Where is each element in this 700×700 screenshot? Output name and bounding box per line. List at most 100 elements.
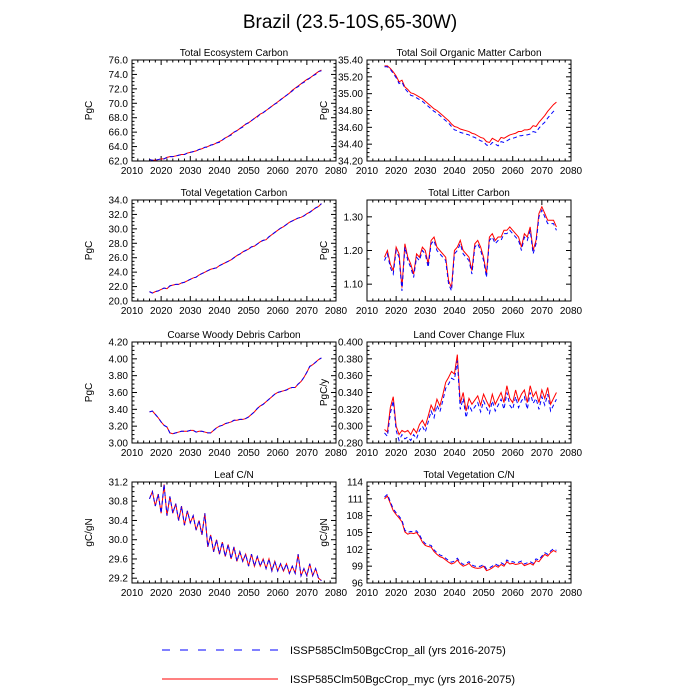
y-tick-label: 1.30	[344, 212, 364, 223]
y-axis-label: gC/gN	[84, 518, 95, 546]
plot-frame	[366, 341, 572, 444]
x-tick-label: 2050	[472, 166, 495, 177]
y-axis-label: PgC	[84, 383, 95, 402]
x-tick-label: 2010	[121, 166, 144, 177]
y-tick-label: 96	[352, 579, 364, 590]
x-tick-label: 2050	[237, 448, 260, 459]
x-tick-label: 2020	[150, 306, 173, 317]
x-tick-label: 2080	[560, 588, 583, 599]
panel-total-litter-carbon: Total Litter Carbon PgC 2010 2020 2030 2040 20…	[319, 188, 583, 317]
x-tick-label: 2010	[121, 448, 144, 459]
plot-frame	[131, 481, 337, 584]
y-tick-label: 74.0	[109, 70, 129, 81]
y-tick-label: 3.80	[109, 371, 129, 382]
plot-frame	[131, 59, 337, 162]
y-tick-label: 3.40	[109, 405, 129, 416]
y-tick-label: 64.0	[109, 142, 129, 153]
series-line-all	[384, 493, 557, 570]
series-line-myc	[149, 69, 322, 161]
y-tick-label: 102	[346, 545, 363, 556]
y-tick-label: 0.280	[338, 439, 363, 450]
x-tick-label: 2050	[237, 306, 260, 317]
panel-title: Land Cover Change Flux	[413, 330, 524, 341]
x-tick-label: 2070	[531, 306, 554, 317]
x-tick-label: 2060	[502, 448, 525, 459]
plot-frame	[366, 59, 572, 162]
y-axis-label: PgC	[319, 101, 330, 120]
x-tick-label: 2040	[208, 448, 231, 459]
x-tick-label: 2070	[531, 448, 554, 459]
y-tick-label: 114	[347, 478, 363, 489]
x-tick-label: 2060	[502, 588, 525, 599]
x-tick-label: 2070	[531, 166, 554, 177]
x-tick-label: 2080	[325, 306, 348, 317]
x-tick-label: 2030	[414, 588, 437, 599]
x-tick-label: 2080	[560, 306, 583, 317]
y-tick-label: 29.2	[109, 574, 129, 585]
x-tick-label: 2070	[296, 588, 319, 599]
series-line-myc	[149, 357, 322, 435]
y-tick-label: 3.20	[109, 422, 129, 433]
x-tick-label: 2030	[414, 448, 437, 459]
panel-total-ecosystem-carbon: Total Ecosystem Carbon PgC 2010 2020 2030 204…	[84, 48, 348, 177]
panel-total-vegetation-c-n: Total Vegetation C/N gC/gN 2010 2020 2030 204…	[319, 470, 583, 599]
y-tick-label: 34.40	[338, 140, 363, 151]
x-tick-label: 2080	[325, 166, 348, 177]
x-tick-label: 2010	[356, 448, 379, 459]
x-tick-label: 2040	[443, 588, 466, 599]
y-tick-label: 35.20	[338, 72, 363, 83]
y-tick-label: 4.20	[109, 338, 129, 349]
y-tick-label: 28.0	[109, 239, 129, 250]
x-tick-label: 2040	[443, 166, 466, 177]
series-line-all	[384, 66, 557, 147]
y-tick-label: 30.4	[109, 516, 129, 527]
y-tick-label: 31.2	[109, 478, 129, 489]
series-line-myc	[384, 354, 557, 436]
x-tick-label: 2040	[443, 448, 466, 459]
plot-frame	[131, 199, 337, 302]
plot-frame	[366, 199, 572, 302]
y-tick-label: 105	[346, 528, 363, 539]
y-tick-label: 35.00	[338, 89, 363, 100]
x-tick-label: 2020	[150, 588, 173, 599]
x-tick-label: 2010	[356, 306, 379, 317]
y-tick-label: 30.8	[109, 497, 129, 508]
x-tick-label: 2060	[267, 306, 290, 317]
x-tick-label: 2030	[414, 166, 437, 177]
x-tick-label: 2040	[443, 306, 466, 317]
y-tick-label: 0.340	[338, 388, 363, 399]
panel-land-cover-change-flux: Land Cover Change Flux PgC/y 2010 2020 2030 2…	[319, 330, 583, 459]
y-tick-label: 1.20	[344, 246, 364, 257]
x-tick-label: 2060	[502, 166, 525, 177]
y-axis-label: PgC	[319, 241, 330, 260]
y-tick-label: 0.380	[338, 354, 363, 365]
x-tick-label: 2050	[472, 448, 495, 459]
x-tick-label: 2020	[150, 166, 173, 177]
series-line-myc	[384, 205, 557, 288]
x-tick-label: 2030	[414, 306, 437, 317]
y-axis-label: PgC	[84, 101, 95, 120]
y-tick-label: 1.10	[344, 280, 364, 291]
y-tick-label: 3.00	[109, 439, 129, 450]
y-tick-label: 108	[346, 511, 363, 522]
panel-total-soil-organic-matter-carbon: Total Soil Organic Matter Carbon PgC 2010 2…	[319, 48, 583, 177]
y-tick-label: 34.0	[109, 196, 129, 207]
series-line-all	[149, 484, 322, 581]
series-line-all	[149, 203, 322, 294]
series-line-myc	[384, 65, 557, 144]
x-tick-label: 2050	[472, 588, 495, 599]
panel-total-vegetation-carbon: Total Vegetation Carbon PgC 2010 2020 2030 20…	[84, 188, 348, 317]
legend: ISSP585Clm50BgcCrop_all (yrs 2016-2075) …	[162, 645, 515, 686]
x-tick-label: 2050	[237, 166, 260, 177]
legend-label-all: ISSP585Clm50BgcCrop_all (yrs 2016-2075)	[290, 645, 506, 657]
panel-title: Coarse Woody Debris Carbon	[167, 330, 300, 341]
x-tick-label: 2010	[356, 588, 379, 599]
x-tick-label: 2060	[267, 588, 290, 599]
x-tick-label: 2080	[325, 588, 348, 599]
series-line-all	[384, 360, 557, 442]
y-tick-label: 99	[352, 562, 364, 573]
x-tick-label: 2060	[267, 166, 290, 177]
y-tick-label: 4.00	[109, 354, 129, 365]
x-tick-label: 2060	[267, 448, 290, 459]
